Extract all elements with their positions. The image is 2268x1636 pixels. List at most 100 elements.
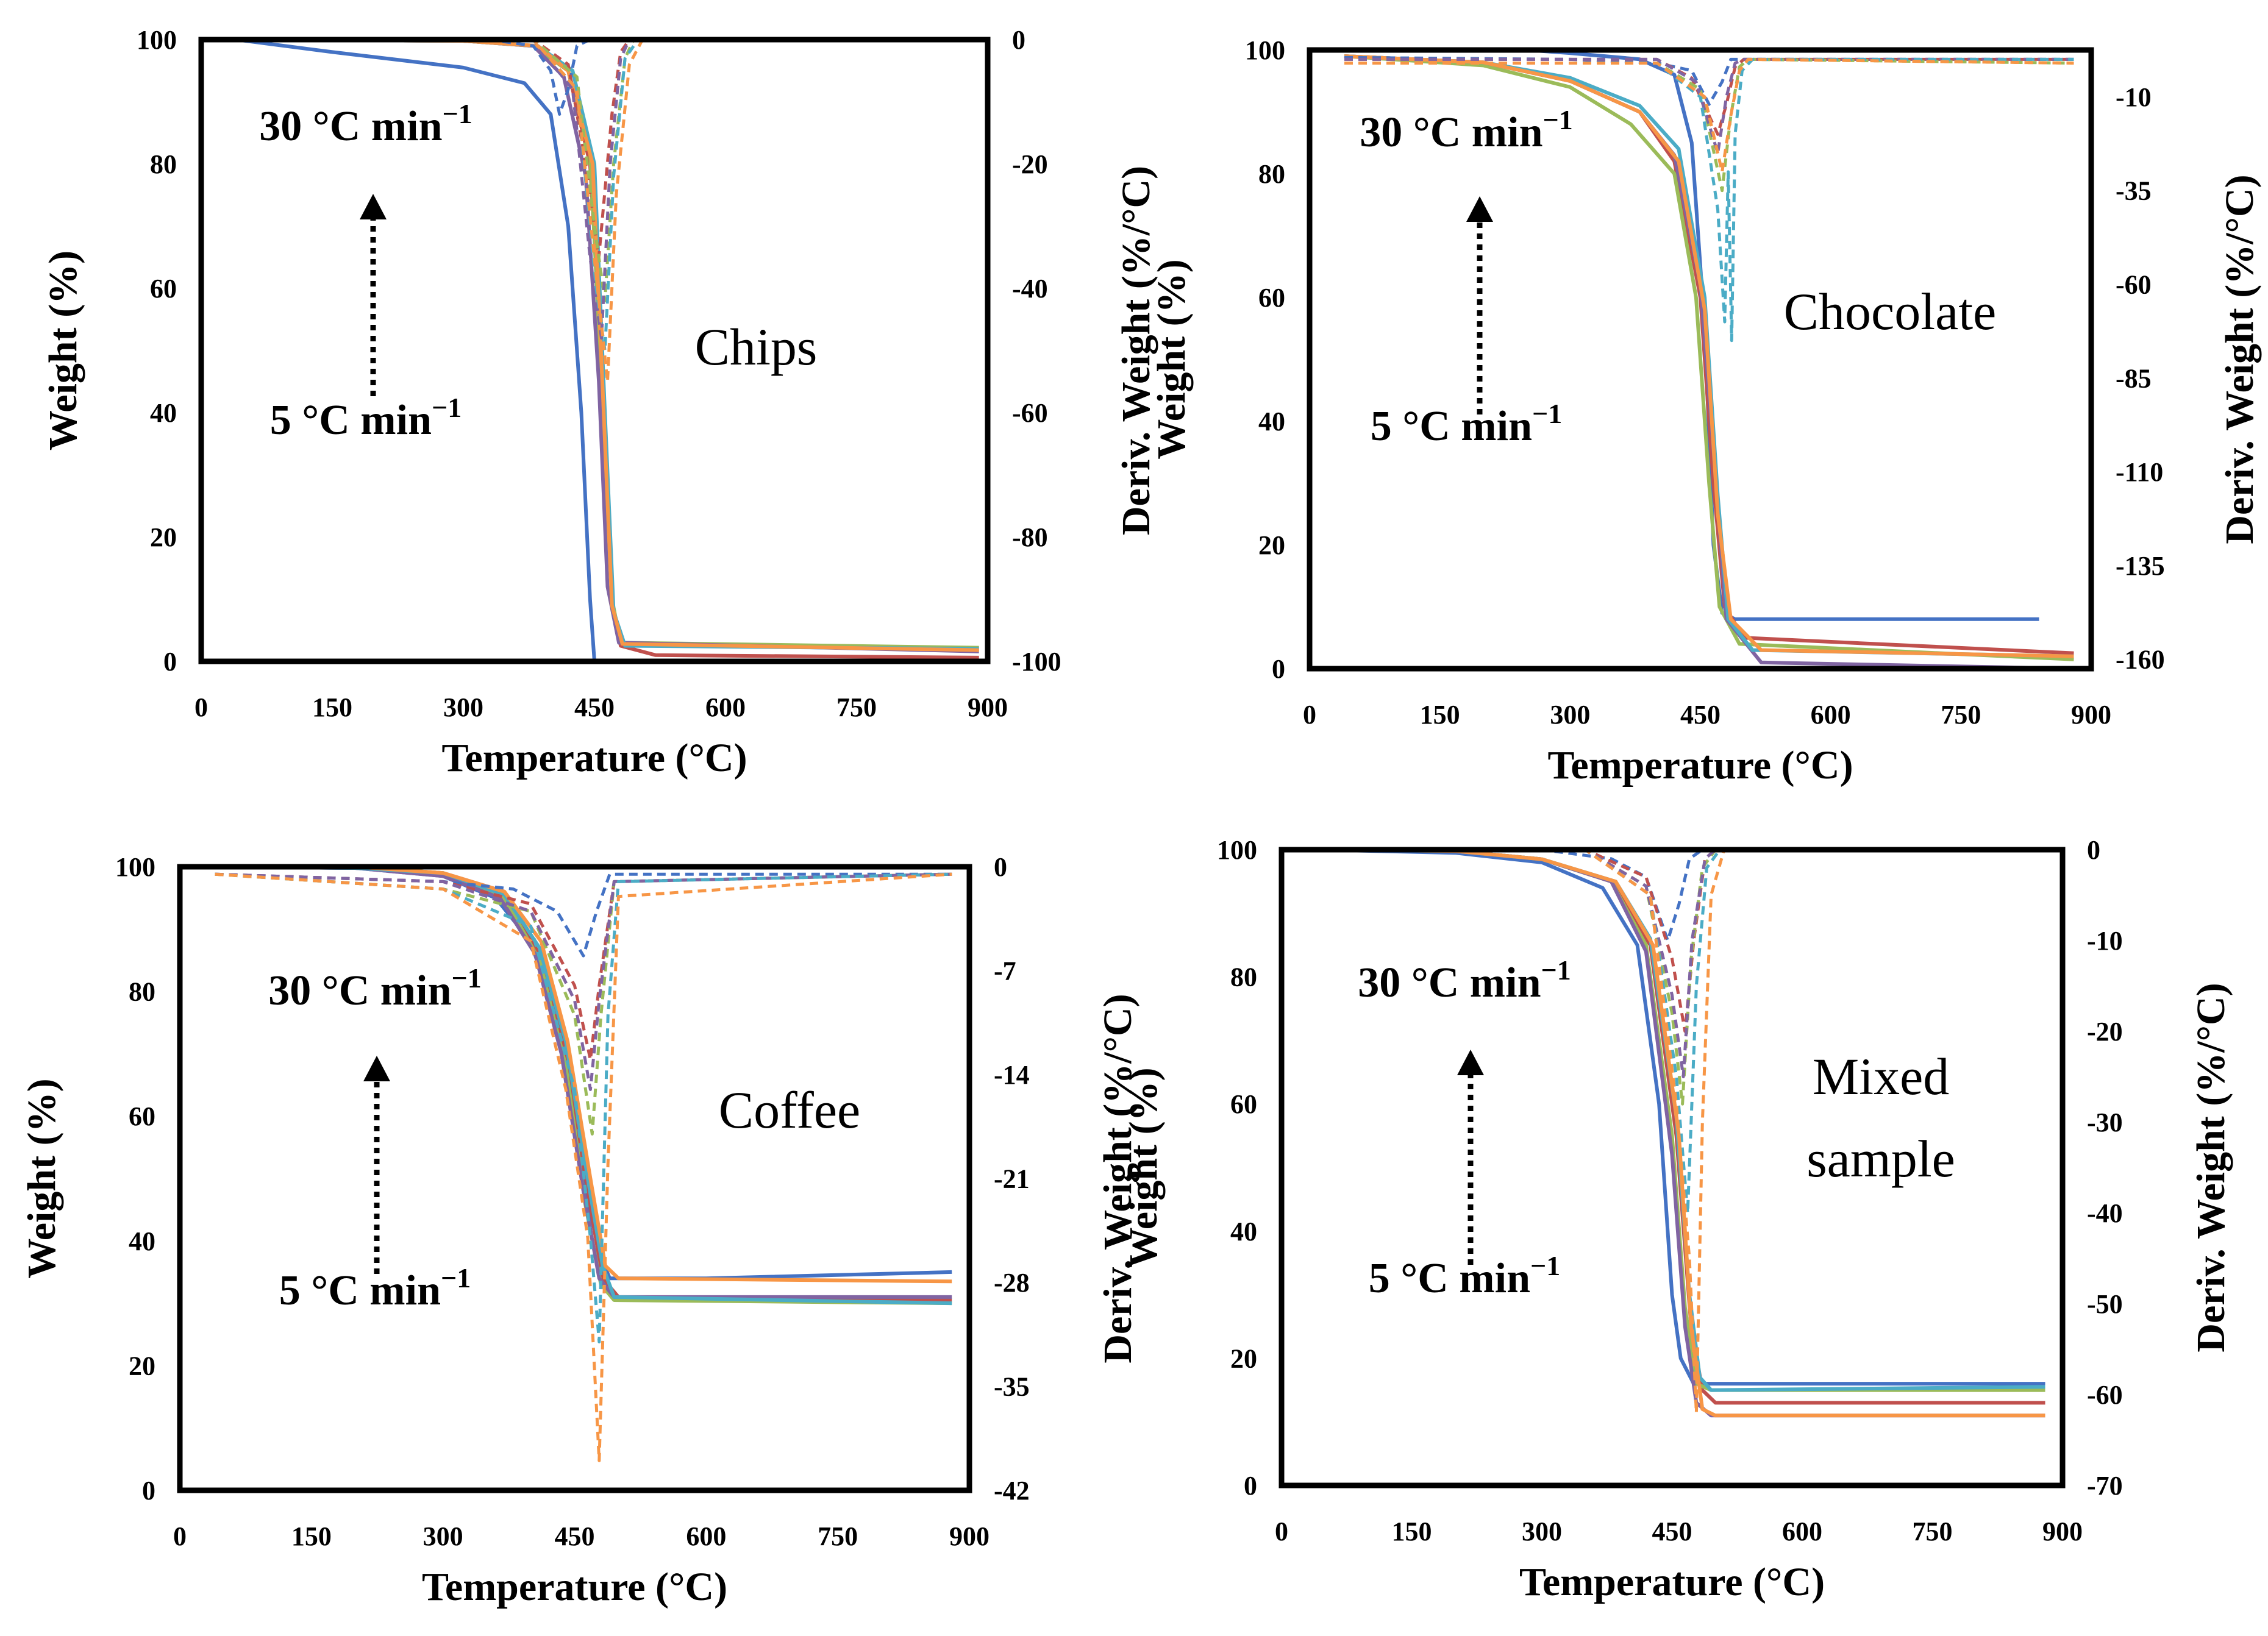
deriv-line-3 bbox=[1316, 850, 2045, 1106]
deriv-line-1 bbox=[1316, 850, 2045, 942]
deriv-line-3 bbox=[215, 872, 952, 1136]
x-tick-label: 900 bbox=[949, 1521, 990, 1551]
y-tick-label: 0 bbox=[1244, 1471, 1257, 1501]
y2-tick-label: -42 bbox=[994, 1476, 1030, 1506]
deriv-line-4 bbox=[236, 40, 979, 340]
y2-tick-label: -70 bbox=[2087, 1471, 2123, 1501]
x-tick-label: 450 bbox=[574, 692, 615, 722]
y-tick-label: 60 bbox=[129, 1101, 155, 1131]
y-tick-label: 40 bbox=[1258, 407, 1285, 436]
x-axis-title: Temperature (°C) bbox=[422, 1565, 727, 1609]
y2-tick-label: 0 bbox=[994, 852, 1007, 882]
y-tick-label: 0 bbox=[163, 647, 177, 677]
weight-line-6 bbox=[1344, 54, 2074, 658]
rate-label-low: 5 °C min−1 bbox=[1369, 1250, 1560, 1302]
rate-label-high: 30 °C min−1 bbox=[1358, 955, 1571, 1006]
y2-tick-label: -10 bbox=[2087, 926, 2123, 956]
y-tick-label: 60 bbox=[1258, 283, 1285, 313]
y2-tick-label: 0 bbox=[2087, 835, 2100, 865]
y-tick-label: 0 bbox=[142, 1476, 155, 1506]
y-tick-label: 60 bbox=[150, 274, 177, 304]
x-tick-label: 300 bbox=[443, 692, 483, 722]
deriv-line-4 bbox=[1316, 850, 2045, 1078]
x-tick-label: 900 bbox=[2042, 1517, 2083, 1546]
rate-label-low: 5 °C min−1 bbox=[1371, 398, 1562, 450]
y-tick-label: 100 bbox=[115, 852, 155, 882]
x-tick-label: 750 bbox=[1941, 700, 1981, 730]
y2-tick-label: -110 bbox=[2116, 457, 2163, 487]
plot-frame bbox=[177, 864, 972, 1493]
x-tick-label: 150 bbox=[291, 1521, 332, 1551]
deriv-line-6 bbox=[236, 40, 979, 383]
x-tick-label: 150 bbox=[1392, 1517, 1432, 1546]
rate-label-high: 30 °C min−1 bbox=[259, 98, 472, 150]
x-tick-label: 450 bbox=[555, 1521, 595, 1551]
sample-label: Mixed bbox=[1813, 1047, 1950, 1106]
x-tick-label: 300 bbox=[423, 1521, 463, 1551]
y2-tick-label: -80 bbox=[1012, 522, 1048, 552]
y-axis-title: Weight (%) bbox=[1149, 259, 1194, 459]
plot-frame bbox=[1278, 847, 2066, 1488]
y-tick-label: 20 bbox=[1258, 530, 1285, 560]
x-tick-label: 0 bbox=[173, 1521, 187, 1551]
y-tick-label: 100 bbox=[1245, 35, 1285, 65]
y2-tick-label: -50 bbox=[2087, 1289, 2123, 1319]
x-tick-label: 750 bbox=[836, 692, 877, 722]
x-tick-label: 750 bbox=[1913, 1517, 1953, 1546]
x-tick-label: 750 bbox=[818, 1521, 858, 1551]
x-tick-label: 0 bbox=[194, 692, 208, 722]
x-tick-label: 900 bbox=[2071, 700, 2111, 730]
weight-line-1 bbox=[1316, 850, 2045, 1386]
x-tick-label: 900 bbox=[968, 692, 1008, 722]
y-axis-title: Weight (%) bbox=[20, 1078, 64, 1278]
y-axis-title: Weight (%) bbox=[1121, 1067, 1166, 1267]
y-tick-label: 100 bbox=[1217, 835, 1257, 865]
x-tick-label: 600 bbox=[705, 692, 746, 722]
y2-tick-label: -10 bbox=[2116, 82, 2152, 112]
y2-axis-title: Deriv. Weight (%/°C) bbox=[2189, 983, 2233, 1352]
rate-arrow-head bbox=[363, 1056, 390, 1081]
deriv-line-2 bbox=[1344, 57, 2074, 136]
y2-tick-label: -35 bbox=[2116, 176, 2152, 206]
deriv-line-5 bbox=[1344, 57, 2074, 343]
x-tick-label: 450 bbox=[1680, 700, 1721, 730]
y2-tick-label: -100 bbox=[1012, 647, 1061, 677]
y2-axis-title: Deriv. Weight (%/°C) bbox=[1114, 166, 1158, 535]
x-axis-title: Temperature (°C) bbox=[1519, 1560, 1825, 1604]
y2-tick-label: -40 bbox=[1012, 274, 1048, 304]
x-tick-label: 300 bbox=[1550, 700, 1590, 730]
y-tick-label: 40 bbox=[1230, 1217, 1257, 1247]
rate-arrow-head bbox=[1457, 1050, 1484, 1075]
x-tick-label: 150 bbox=[312, 692, 352, 722]
x-tick-label: 600 bbox=[1782, 1517, 1822, 1546]
y2-tick-label: -160 bbox=[2116, 645, 2165, 675]
panel-top-right: 0 150 300 450 600 750 900 0 20 40 60 80 100 -10 -35 -60… bbox=[1149, 35, 2262, 788]
weight-line-1 bbox=[235, 40, 979, 661]
y2-tick-label: -28 bbox=[994, 1268, 1030, 1298]
panel-top-left: 0 150 300 450 600 750 900 0 20 40 60 80 100 0 -20 -40 -6… bbox=[41, 25, 1158, 780]
weight-line-6 bbox=[236, 40, 979, 652]
y2-tick-label: -135 bbox=[2116, 551, 2165, 581]
x-tick-label: 0 bbox=[1275, 1517, 1288, 1546]
rate-arrow-head bbox=[1466, 196, 1493, 222]
x-tick-label: 600 bbox=[686, 1521, 726, 1551]
y2-tick-label: -35 bbox=[994, 1372, 1030, 1402]
rate-arrow-head bbox=[360, 194, 387, 219]
rate-label-high: 30 °C min−1 bbox=[1360, 104, 1572, 156]
x-axis-title: Temperature (°C) bbox=[441, 736, 747, 780]
y2-tick-label: -21 bbox=[994, 1164, 1030, 1194]
deriv-line-5 bbox=[215, 872, 952, 1343]
rate-label-low: 5 °C min−1 bbox=[270, 392, 462, 444]
y2-tick-label: -20 bbox=[1012, 149, 1048, 179]
weight-line-6 bbox=[1316, 850, 2045, 1418]
y2-axis-title: Deriv. Weight (%/°C) bbox=[2217, 174, 2262, 544]
x-axis-title: Temperature (°C) bbox=[1547, 743, 1853, 788]
y2-tick-label: -14 bbox=[994, 1060, 1030, 1090]
y-tick-label: 100 bbox=[137, 25, 177, 55]
deriv-line-1 bbox=[215, 872, 952, 958]
deriv-line-5 bbox=[236, 40, 979, 352]
x-tick-label: 450 bbox=[1652, 1517, 1692, 1546]
y2-tick-label: -60 bbox=[2116, 269, 2152, 299]
y-tick-label: 40 bbox=[129, 1226, 155, 1256]
